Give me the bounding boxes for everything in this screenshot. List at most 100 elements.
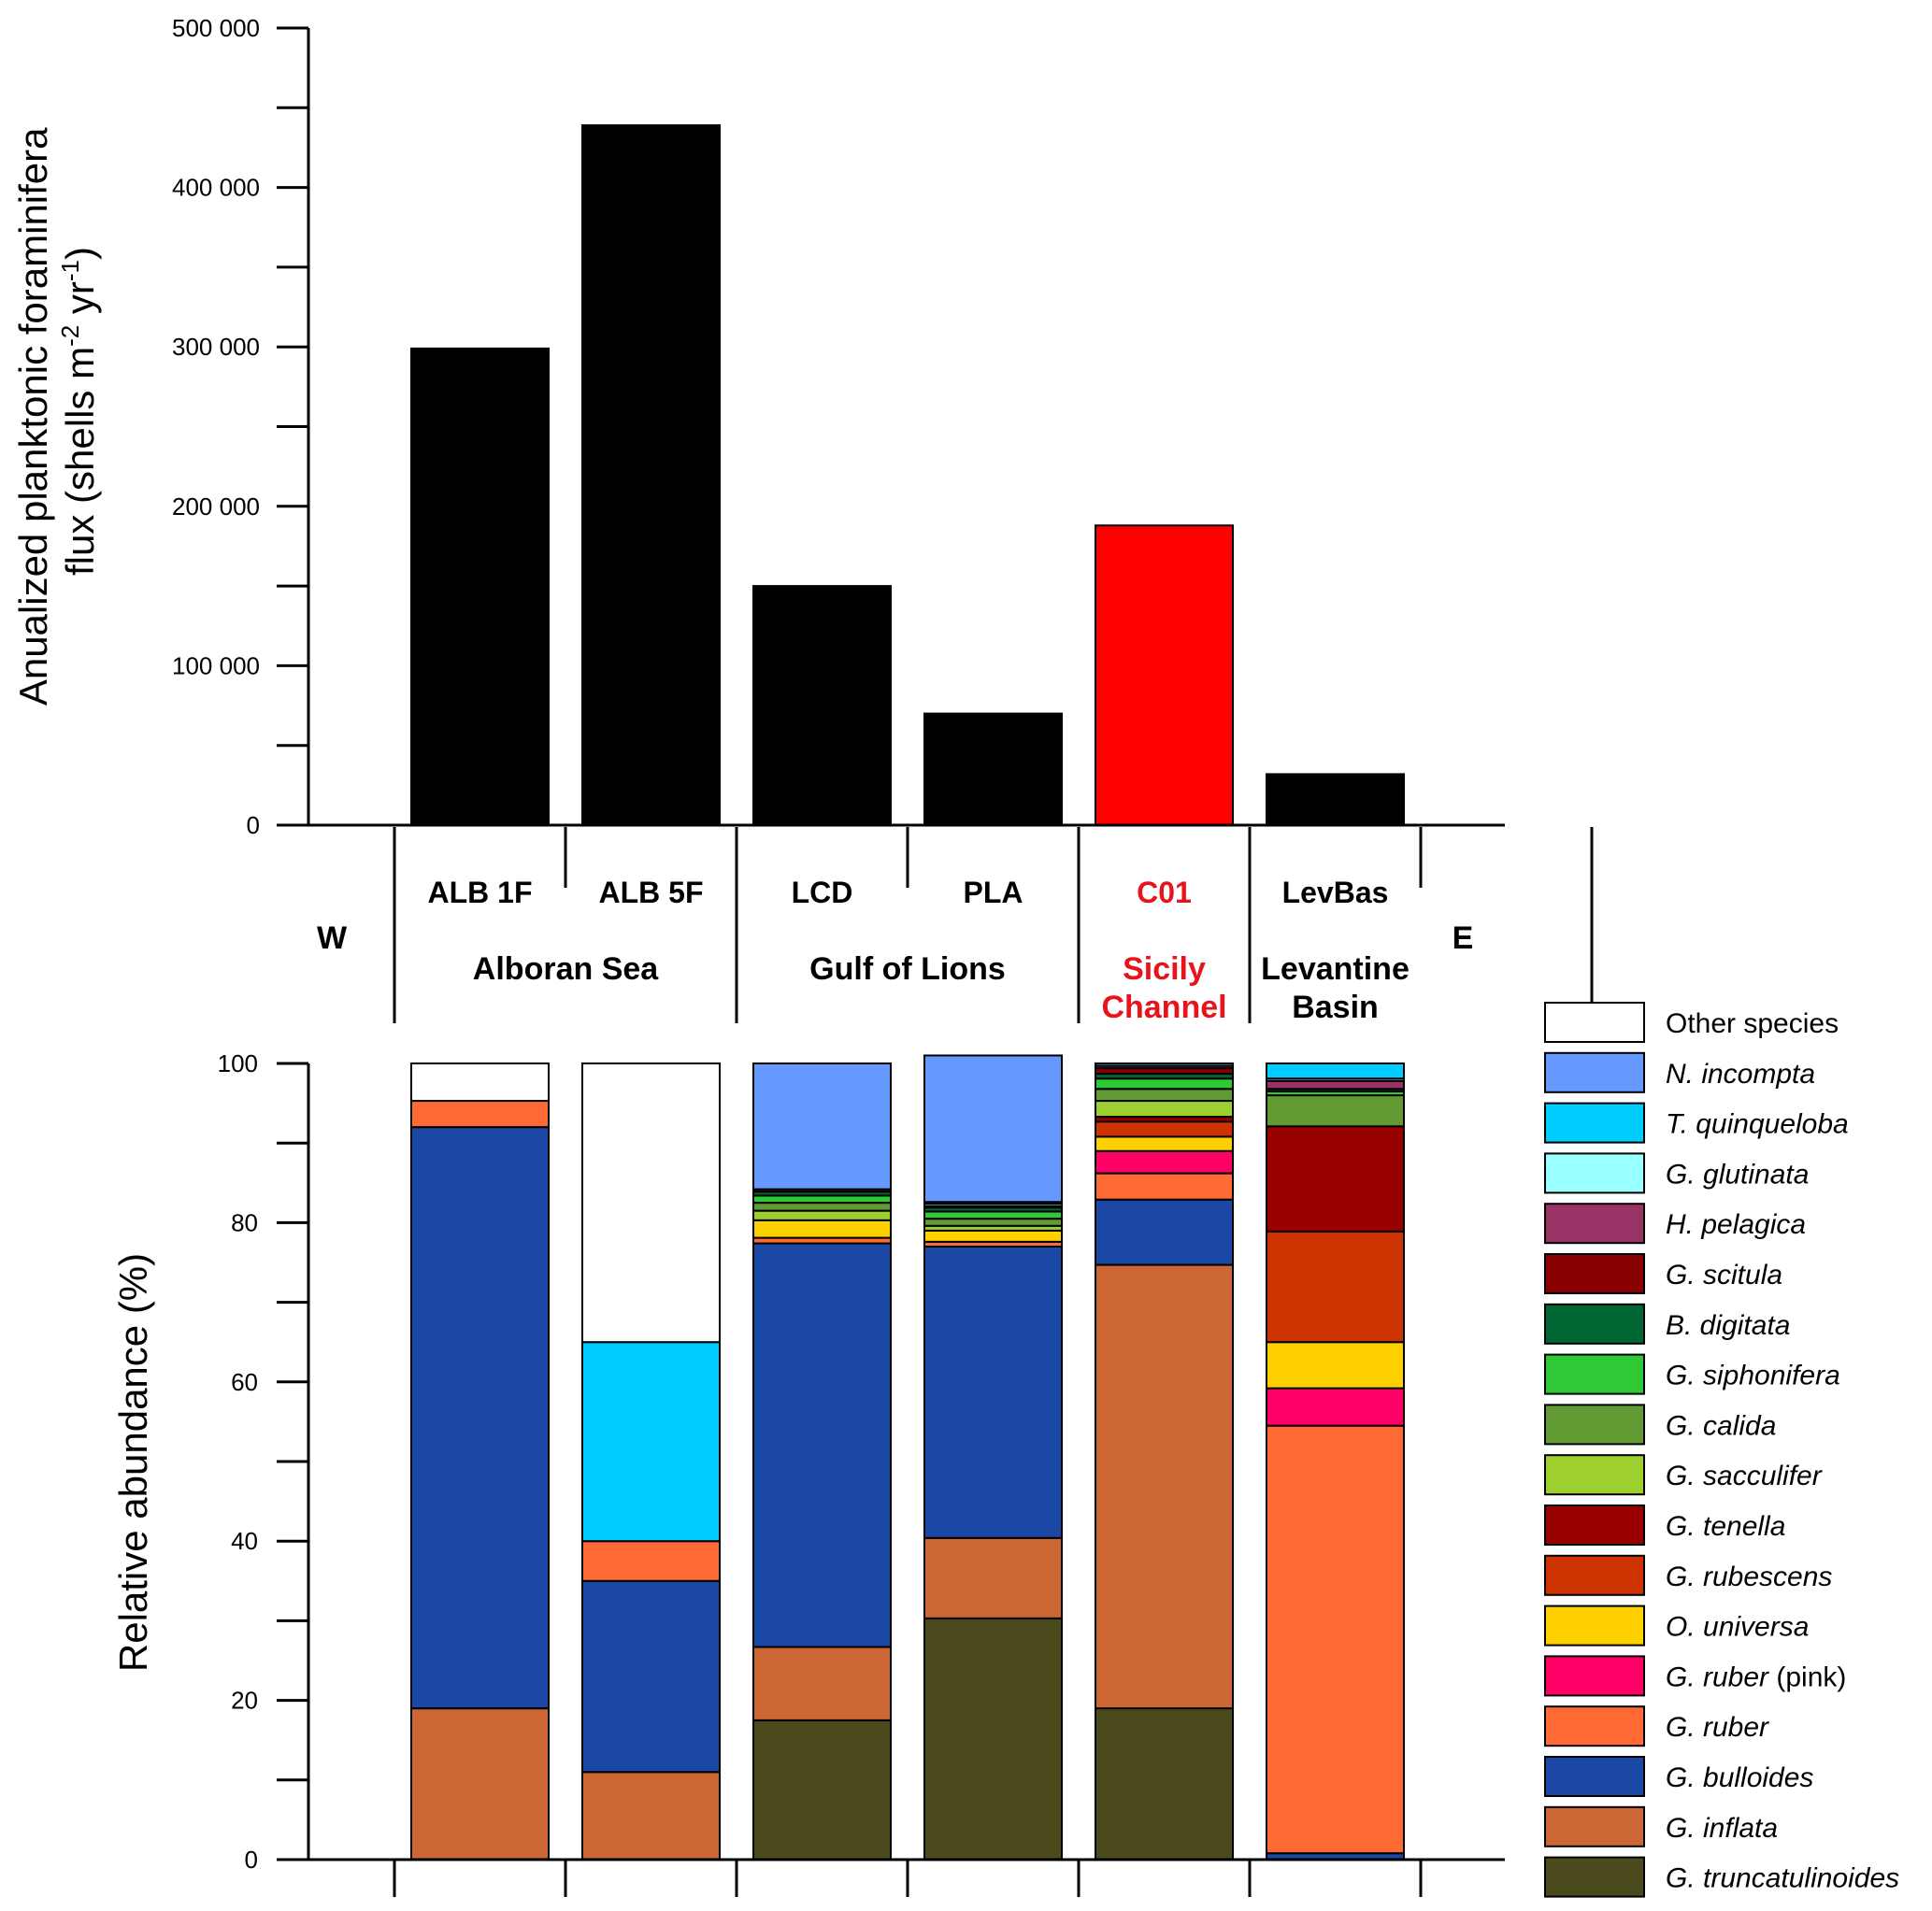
flux-y-tick-label: 0 — [247, 811, 260, 839]
legend-swatch-o-universa — [1544, 1604, 1645, 1647]
abundance-segment-c01-o-universa — [1095, 1135, 1234, 1152]
abundance-segment-alb-1f-g-inflata — [410, 1707, 550, 1861]
flux-y-axis-title-sup: -2 — [56, 325, 84, 347]
abundance-segment-levbas-h-pelagica — [1266, 1079, 1405, 1091]
abundance-segment-levbas-g-rubescens — [1266, 1230, 1405, 1344]
legend-label-n-incompta: N. incompta — [1666, 1059, 1815, 1090]
region-label: Gulf of Lions — [809, 951, 1006, 987]
abundance-segment-pla-g-bulloides — [923, 1245, 1063, 1539]
flux-y-axis-title-part: ) — [58, 247, 102, 260]
legend-label-b-digitata: B. digitata — [1666, 1310, 1790, 1341]
site-label-levbas: LevBas — [1282, 876, 1389, 909]
abundance-segment-c01-g-calida — [1095, 1088, 1234, 1103]
legend-label-g-siphonifera: G. siphonifera — [1666, 1361, 1840, 1391]
flux-y-tick-label: 400 000 — [172, 174, 260, 202]
flux-y-tick-label: 200 000 — [172, 492, 260, 521]
legend-label-other-species: Other species — [1666, 1008, 1839, 1039]
abundance-segment-levbas-g-tenella — [1266, 1125, 1405, 1233]
legend-label-g-truncatulinoides: G. truncatulinoides — [1666, 1863, 1899, 1894]
flux-bar-alb-1f — [410, 347, 550, 826]
abundance-segment-c01-g-siphonifera — [1095, 1077, 1234, 1091]
flux-y-tick-label: 500 000 — [172, 14, 260, 42]
abundance-segment-alb-5f-g-bulloides — [581, 1579, 721, 1774]
abundance-y-ticks: 0 20 40 60 80 100 — [218, 1049, 308, 1874]
flux-y-axis-title-part: flux (shells m — [58, 347, 102, 576]
abundance-segment-c01-g-truncatulinoides — [1095, 1707, 1234, 1861]
region-label: Channel — [1101, 990, 1226, 1025]
abundance-bars — [410, 1054, 1405, 1861]
legend-label-g-tenella: G. tenella — [1666, 1511, 1785, 1542]
site-label-c01: C01 — [1137, 876, 1192, 909]
site-label-pla: PLA — [964, 876, 1023, 909]
flux-bars — [410, 124, 1405, 827]
abundance-segment-pla-g-siphonifera — [923, 1210, 1063, 1220]
abundance-segment-alb-5f-other-species — [581, 1062, 721, 1344]
abundance-segment-pla-n-incompta — [923, 1054, 1063, 1204]
abundance-segment-lcd-g-siphonifera — [752, 1194, 892, 1205]
abundance-segment-levbas-g-ruber-pink- — [1266, 1387, 1405, 1427]
site-label-alb-1f: ALB 1F — [428, 876, 533, 909]
legend-swatch-b-digitata — [1544, 1303, 1645, 1345]
abundance-segment-c01-g-sacculifer — [1095, 1100, 1234, 1119]
legend-label-g-glutinata: G. glutinata — [1666, 1159, 1809, 1190]
legend-swatch-g-tenella — [1544, 1505, 1645, 1546]
abundance-segment-lcd-g-sacculifer — [752, 1209, 892, 1221]
abundance-segment-c01-g-bulloides — [1095, 1198, 1234, 1266]
legend-label-g-sacculifer: G. sacculifer — [1666, 1461, 1823, 1491]
flux-y-axis-title: Anualized planktonic foraminifera flux (… — [11, 117, 102, 706]
abundance-segment-levbas-g-calida — [1266, 1094, 1405, 1128]
flux-y-tick-label: 300 000 — [172, 333, 260, 361]
flux-bar-pla — [923, 712, 1063, 827]
legend-label-g-ruber: G. ruber — [1666, 1712, 1769, 1743]
abundance-segment-lcd-n-incompta — [752, 1062, 892, 1191]
abundance-segment-c01-g-rubescens — [1095, 1120, 1234, 1138]
abundance-x-ticks — [393, 1860, 1594, 1897]
legend-swatch-g-truncatulinoides — [1544, 1856, 1645, 1898]
site-labels: ALB 1F ALB 5F LCD PLA C01 LevBas — [428, 876, 1389, 909]
legend-swatch-t-quinqueloba — [1544, 1102, 1645, 1144]
west-label: W — [317, 920, 348, 956]
legend-label-g-rubescens: G. rubescens — [1666, 1562, 1832, 1592]
legend-swatch-g-scitula — [1544, 1253, 1645, 1294]
flux-y-axis-title-line1: Anualized planktonic foraminifera — [11, 127, 55, 706]
east-label: E — [1453, 920, 1474, 956]
abundance-y-tick-label: 20 — [231, 1687, 258, 1715]
abundance-y-tick-label: 80 — [231, 1208, 258, 1236]
abundance-segment-pla-g-inflata — [923, 1536, 1063, 1619]
abundance-y-tick-label: 40 — [231, 1527, 258, 1555]
region-label: Basin — [1292, 990, 1379, 1025]
abundance-y-tick-label: 0 — [245, 1846, 258, 1874]
abundance-stacked-chart: 0 20 40 60 80 100 Relative abundance (%) — [111, 1049, 1594, 1897]
flux-bar-chart: 0 100 000 200 000 300 000 400 000 500 000 Anu… — [11, 14, 1505, 839]
flux-y-ticks: 0 100 000 200 000 300 000 400 000 500 000 — [172, 14, 308, 839]
legend-swatch-g-calida — [1544, 1404, 1645, 1446]
site-separator-lines — [393, 827, 1594, 1023]
flux-bar-alb-5f — [581, 124, 721, 827]
abundance-segment-pla-g-calida — [923, 1218, 1063, 1227]
abundance-segment-levbas-t-quinqueloba — [1266, 1062, 1405, 1080]
region-label: Sicily — [1123, 951, 1206, 987]
abundance-segment-c01-n-incompta — [1095, 1062, 1234, 1067]
abundance-segment-lcd-o-universa — [752, 1219, 892, 1239]
species-legend: Other species N. incompta T. quinqueloba G.… — [1544, 1002, 1899, 1898]
flux-bar-levbas — [1266, 773, 1405, 827]
legend-swatch-g-inflata — [1544, 1805, 1645, 1847]
abundance-segment-levbas-o-universa — [1266, 1341, 1405, 1390]
abundance-y-axis-title: Relative abundance (%) — [111, 1253, 155, 1672]
region-label: Alboran Sea — [473, 951, 659, 987]
site-label-lcd: LCD — [792, 876, 853, 909]
abundance-segment-alb-5f-t-quinqueloba — [581, 1341, 721, 1543]
abundance-segment-c01-g-ruber-pink- — [1095, 1149, 1234, 1175]
flux-y-tick-label: 100 000 — [172, 651, 260, 679]
abundance-segment-lcd-g-truncatulinoides — [752, 1718, 892, 1861]
legend-swatch-g-bulloides — [1544, 1756, 1645, 1797]
legend-label-g-calida: G. calida — [1666, 1410, 1776, 1441]
site-label-alb-5f: ALB 5F — [599, 876, 704, 909]
abundance-segment-alb-1f-g-ruber — [410, 1100, 550, 1129]
legend-label-t-quinqueloba: T. quinqueloba — [1666, 1109, 1849, 1140]
legend-swatch-h-pelagica — [1544, 1203, 1645, 1245]
abundance-segment-alb-1f-other-species — [410, 1062, 550, 1103]
abundance-segment-pla-g-truncatulinoides — [923, 1617, 1063, 1861]
